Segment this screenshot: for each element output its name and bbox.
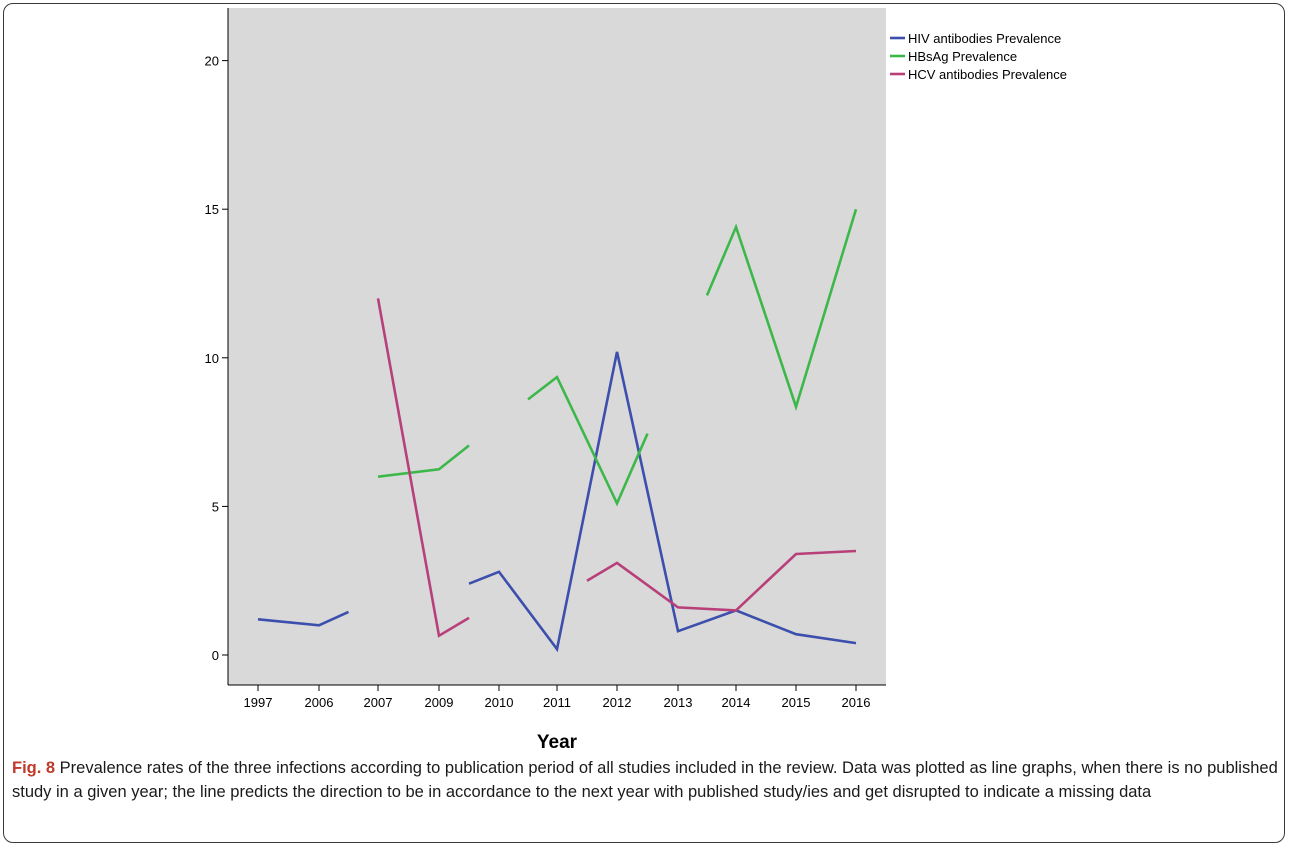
- x-tick-label: 2014: [722, 695, 751, 710]
- x-tick-label: 2013: [664, 695, 693, 710]
- series-line-hbsag-prevalence: [705, 208, 858, 412]
- x-tick-label: 2012: [603, 695, 632, 710]
- x-tick-label: 2015: [782, 695, 811, 710]
- figure-caption: Fig. 8 Prevalence rates of the three inf…: [12, 756, 1280, 804]
- x-tick-label: 2007: [364, 695, 393, 710]
- series-line-hiv-antibodies-prevalence: [468, 351, 857, 653]
- plot-area: [228, 8, 886, 685]
- y-axis: 0 5 10 15 20: [205, 8, 229, 685]
- x-axis: 1997 2006 2007 2009 2010 2011 2012 2013 2014 2015…: [228, 684, 886, 710]
- y-tick-label: 5: [212, 499, 219, 514]
- x-tick-label: 2006: [305, 695, 334, 710]
- x-tick-label: 1997: [244, 695, 273, 710]
- series-line-hiv-antibodies-prevalence: [257, 610, 350, 627]
- x-tick-label: 2010: [485, 695, 514, 710]
- legend-label: HBsAg Prevalence: [908, 49, 1017, 64]
- line-chart: 0 5 10 15 20 1997 2006 2007 2009 2010 2011 2012 201…: [205, 8, 1067, 750]
- y-tick-label: 10: [205, 351, 219, 366]
- series-line-hbsag-prevalence: [377, 444, 470, 478]
- legend: HIV antibodies Prevalence HBsAg Prevalenc…: [890, 31, 1067, 82]
- x-tick-label: 2011: [543, 695, 571, 710]
- series-line-hcv-antibodies-prevalence: [586, 549, 857, 612]
- caption-text: Prevalence rates of the three infections…: [12, 759, 1278, 801]
- y-tick-label: 0: [212, 648, 219, 663]
- figure-label: Fig. 8: [12, 759, 56, 777]
- series-line-hbsag-prevalence: [527, 375, 649, 507]
- legend-label: HIV antibodies Prevalence: [908, 31, 1061, 46]
- x-axis-title: Year: [537, 732, 578, 750]
- legend-label: HCV antibodies Prevalence: [908, 67, 1067, 82]
- series-lines: [257, 208, 858, 653]
- x-tick-label: 2009: [425, 695, 454, 710]
- x-tick-label: 2016: [842, 695, 871, 710]
- y-tick-label: 20: [205, 54, 219, 69]
- y-tick-label: 15: [205, 202, 219, 217]
- series-line-hcv-antibodies-prevalence: [376, 298, 470, 638]
